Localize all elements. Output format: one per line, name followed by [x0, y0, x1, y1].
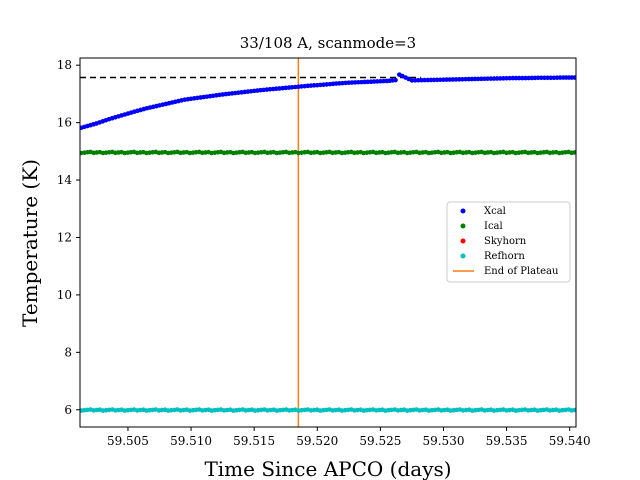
x-tick-label: 59.520 — [296, 434, 338, 448]
legend-label-skyhorn: Skyhorn — [484, 236, 527, 247]
data-point — [542, 75, 547, 81]
x-tick-label: 59.530 — [422, 434, 464, 448]
x-tick-label: 59.505 — [107, 434, 149, 448]
series-refhorn — [80, 407, 576, 413]
reference-lines — [80, 58, 421, 427]
legend-label-ical: Ical — [484, 221, 503, 232]
data-point — [513, 75, 519, 81]
legend-label-refhorn: Refhorn — [484, 251, 525, 262]
y-axis-label: Temperature (K) — [18, 159, 42, 327]
data-point — [572, 75, 576, 80]
y-tick-label: 14 — [57, 173, 73, 187]
x-tick-label: 59.525 — [359, 434, 401, 448]
x-tick-label: 59.540 — [549, 434, 591, 448]
plot-frame — [79, 57, 577, 428]
series-ical — [80, 149, 576, 156]
legend-marker-skyhorn — [460, 238, 466, 244]
x-axis-label: Time Since APCO (days) — [204, 457, 451, 480]
x-axis: 59.505 59.510 59.515 59.520 59.525 59.530 59.5… — [107, 427, 591, 448]
x-tick-label: 59.535 — [486, 434, 528, 448]
series-xcal — [80, 72, 576, 131]
y-tick-label: 8 — [64, 345, 72, 359]
data-point — [572, 407, 576, 413]
y-tick-label: 12 — [57, 230, 72, 244]
data-series — [80, 72, 576, 413]
legend-label-xcal: Xcal — [484, 206, 506, 217]
y-tick-label: 6 — [64, 403, 72, 417]
data-point — [520, 75, 525, 81]
data-point — [393, 77, 398, 83]
legend-box — [446, 201, 571, 283]
data-point — [545, 75, 550, 81]
y-tick-label: 10 — [57, 288, 72, 302]
data-point — [510, 75, 516, 81]
y-tick-label: 18 — [57, 58, 72, 72]
chart-title: 33/108 A, scanmode=3 — [240, 34, 416, 52]
y-axis: 6 8 10 12 14 16 18 — [57, 58, 80, 417]
x-tick-label: 59.510 — [170, 434, 212, 448]
legend-marker-ical — [460, 223, 466, 229]
legend-marker-refhorn — [460, 253, 466, 259]
legend: Xcal Ical Skyhorn Refhorn End of Plateau — [446, 201, 571, 283]
legend-label-end-of-plateau: End of Plateau — [484, 266, 559, 277]
data-point — [516, 75, 522, 81]
data-point — [572, 150, 576, 155]
x-tick-label: 59.515 — [233, 434, 275, 448]
y-tick-label: 16 — [57, 116, 72, 130]
data-point — [538, 75, 544, 81]
legend-marker-xcal — [460, 208, 466, 214]
data-point — [535, 75, 541, 81]
